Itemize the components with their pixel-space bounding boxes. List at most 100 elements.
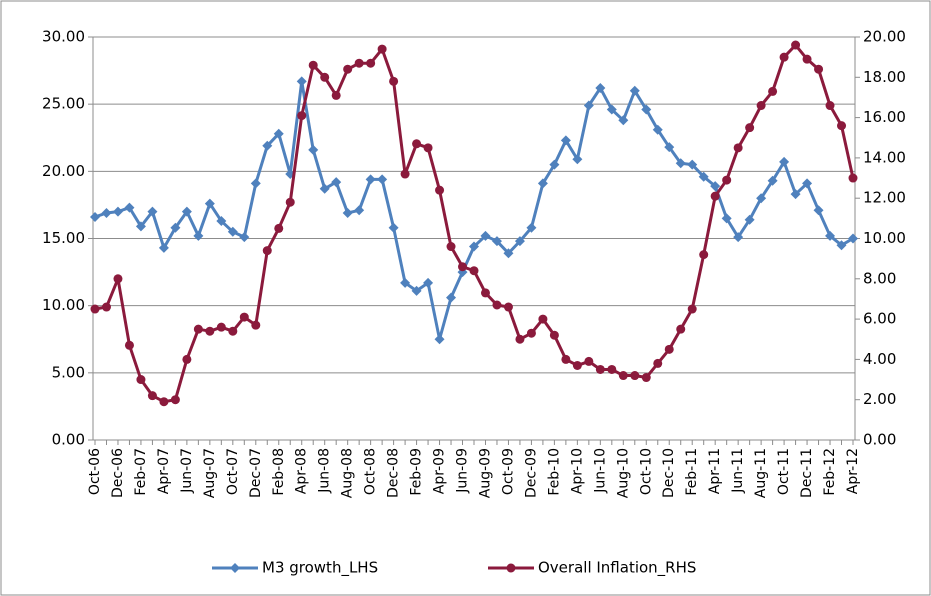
point	[273, 128, 284, 139]
point	[664, 142, 675, 153]
point	[90, 212, 100, 223]
point	[228, 326, 238, 336]
point	[848, 173, 858, 183]
point	[699, 250, 709, 260]
point	[239, 312, 249, 322]
x-tick-label: Feb-08	[271, 448, 287, 496]
x-tick-label: Feb-12	[822, 448, 838, 496]
y-tick-label: 10.00	[42, 296, 85, 314]
point	[560, 135, 571, 146]
point	[205, 326, 215, 336]
point	[331, 177, 342, 188]
point	[101, 302, 111, 312]
point	[733, 143, 743, 153]
y2-tick-label: 0.00	[863, 431, 896, 449]
point	[583, 100, 594, 111]
y2-tick-label: 16.00	[863, 108, 906, 126]
point	[767, 175, 778, 186]
point	[296, 76, 307, 87]
point	[710, 181, 721, 192]
x-tick-label: Dec-11	[799, 448, 815, 498]
x-tick-label: Jun-09	[455, 448, 471, 494]
point	[526, 222, 537, 233]
point	[170, 222, 181, 233]
point	[274, 223, 284, 233]
point	[319, 183, 330, 194]
point	[606, 104, 617, 115]
point	[285, 197, 295, 207]
point	[147, 206, 158, 217]
point	[848, 233, 858, 244]
point	[526, 328, 536, 338]
x-tick-label: Jun-10	[592, 448, 608, 494]
point	[101, 207, 112, 218]
point	[182, 354, 192, 364]
point	[641, 104, 652, 115]
point	[607, 364, 617, 374]
point	[377, 174, 388, 185]
point	[251, 320, 261, 330]
point	[158, 242, 169, 253]
point	[676, 324, 686, 334]
y2-tick-label: 12.00	[863, 189, 906, 207]
point	[262, 140, 273, 151]
x-tick-label: Oct-08	[363, 448, 379, 495]
x-tick-label: Oct-07	[225, 448, 241, 495]
point	[595, 364, 605, 374]
point	[458, 262, 468, 272]
point	[664, 344, 674, 354]
y2-tick-label: 2.00	[863, 390, 896, 408]
point	[135, 221, 146, 232]
x-tick-label: Dec-09	[523, 448, 539, 498]
point	[768, 86, 778, 96]
point	[629, 85, 640, 96]
point	[561, 354, 571, 364]
point	[515, 334, 525, 344]
point	[411, 285, 422, 296]
point	[342, 207, 353, 218]
x-tick-label: Feb-09	[409, 448, 425, 496]
x-tick-label: Aug-08	[340, 448, 356, 498]
y2-tick-label: 14.00	[863, 148, 906, 166]
x-tick-label: Feb-10	[546, 448, 562, 496]
point	[297, 111, 307, 121]
point	[193, 230, 204, 241]
point	[365, 174, 376, 185]
point	[675, 158, 686, 169]
point	[814, 64, 824, 74]
x-tick-label: Dec-07	[248, 448, 264, 498]
point	[503, 302, 513, 312]
point	[756, 101, 766, 111]
x-tick-label: Apr-10	[569, 448, 585, 494]
x-tick-label: Jun-08	[317, 448, 333, 494]
x-tick-label: Apr-08	[294, 448, 310, 494]
x-tick-label: Feb-07	[133, 448, 149, 496]
point	[250, 178, 261, 189]
point	[698, 171, 709, 182]
point	[791, 40, 801, 50]
point	[514, 236, 525, 247]
point	[813, 205, 824, 216]
point	[572, 360, 582, 370]
point	[112, 206, 123, 217]
point	[446, 242, 456, 252]
point	[652, 124, 663, 135]
point	[320, 72, 330, 82]
point	[400, 277, 411, 288]
point	[744, 214, 755, 225]
x-tick-label: Aug-10	[615, 448, 631, 498]
point	[733, 232, 744, 243]
point	[308, 144, 319, 155]
x-tick-label: Dec-06	[110, 448, 126, 498]
point	[572, 154, 583, 165]
x-tick-label: Jun-07	[179, 448, 195, 494]
x-tick-label: Oct-10	[638, 448, 654, 495]
point	[124, 202, 135, 213]
y2-tick-label: 10.00	[863, 229, 906, 247]
point	[549, 159, 560, 170]
point	[343, 64, 353, 74]
point	[193, 324, 203, 334]
point	[159, 397, 169, 407]
point	[802, 54, 812, 64]
